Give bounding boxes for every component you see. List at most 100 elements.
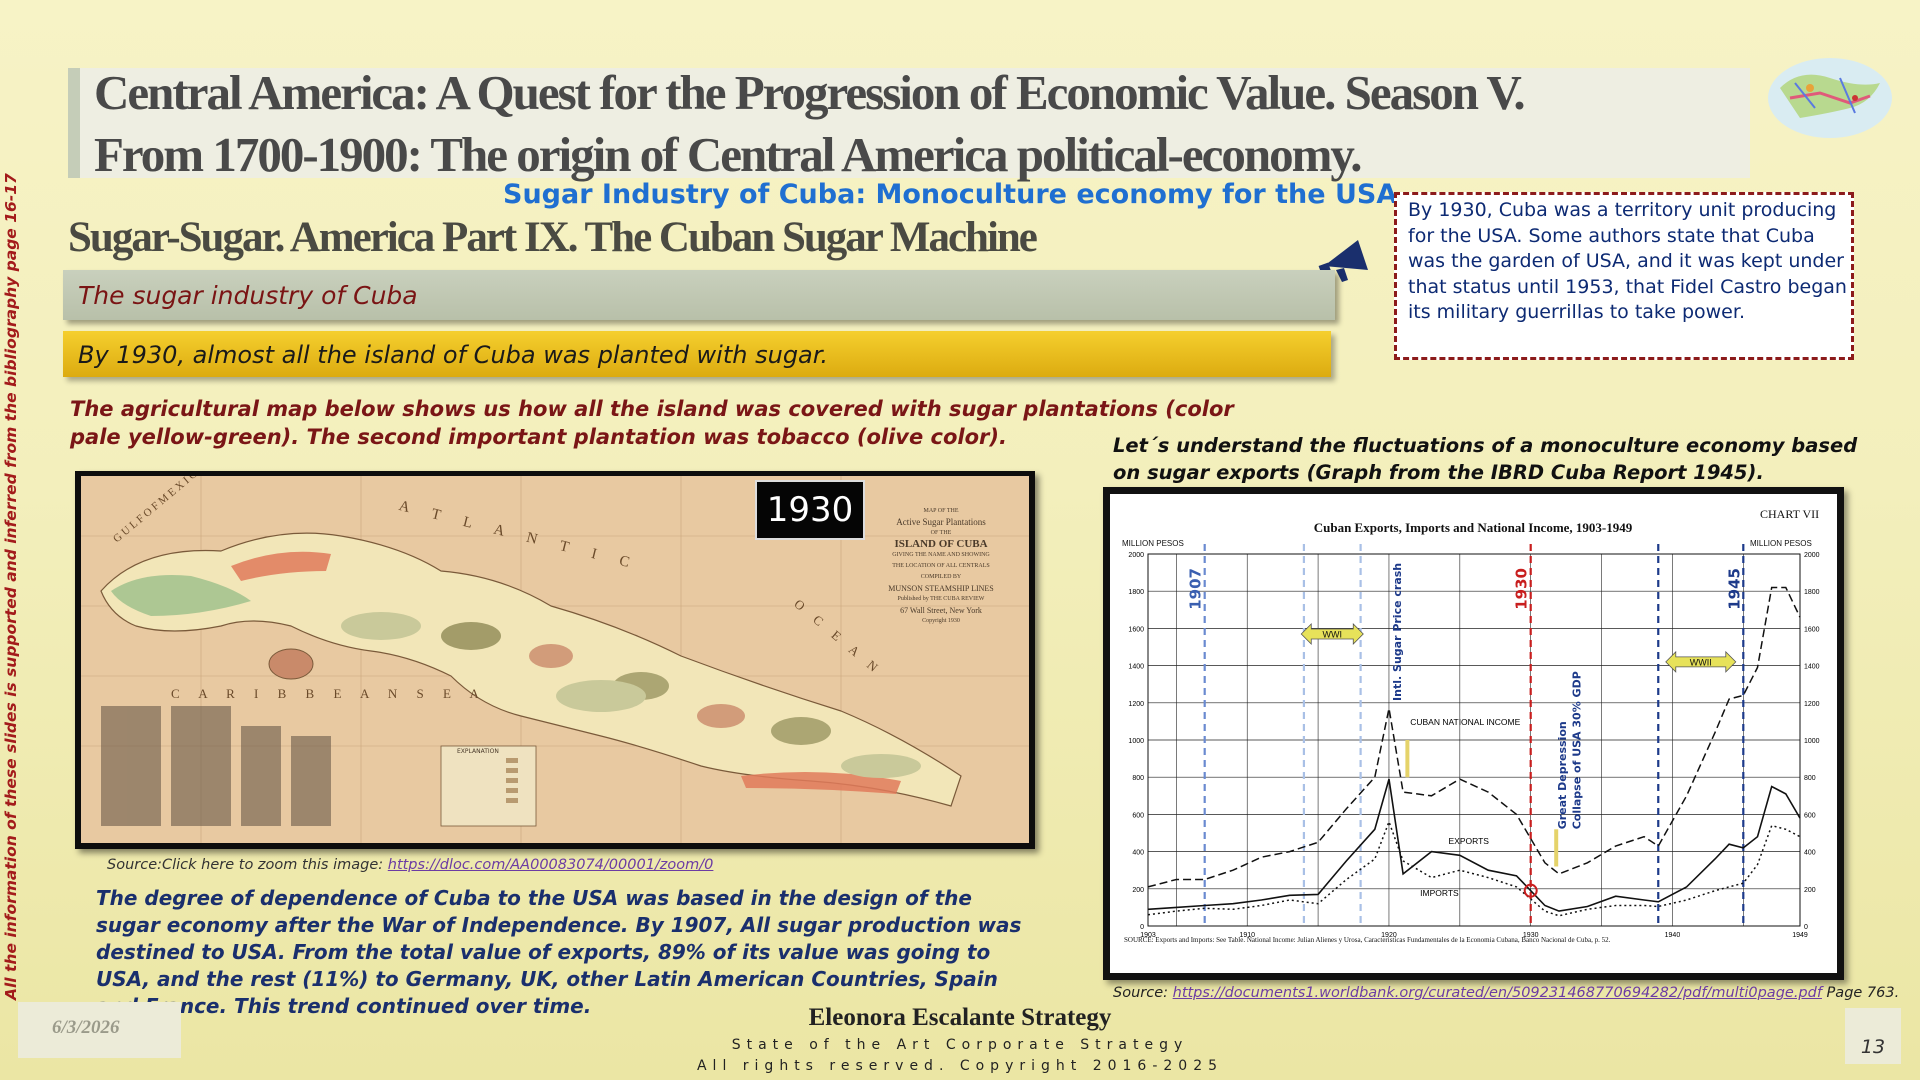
crash-marker <box>1523 883 1538 898</box>
footer-tagline-block: State of the Art Corporate Strategy All … <box>620 1035 1300 1077</box>
footer-tagline: State of the Art Corporate Strategy <box>731 1037 1189 1053</box>
series-label: CUBAN NATIONAL INCOME <box>1410 717 1520 727</box>
yellow-pointer <box>1405 740 1410 778</box>
page-title: Central America: A Quest for the Progres… <box>94 62 1734 186</box>
chart-annotation: 1930 <box>1513 568 1531 610</box>
chart-label: CHART VII <box>1760 507 1819 521</box>
x-tick-label: 1903 <box>1140 932 1156 939</box>
map-title-line: THE LOCATION OF ALL CENTRALS <box>892 563 990 569</box>
y-tick-label-right: 1200 <box>1804 701 1820 708</box>
y-tick-label-right: 600 <box>1804 812 1816 819</box>
chart-annotation: 1945 <box>1725 568 1743 610</box>
chart-annotation: Intl. Sugar Price crash <box>1391 563 1404 701</box>
y-tick-label: 1600 <box>1128 626 1144 633</box>
section-bar <box>63 270 1335 320</box>
y-tick-label: 0 <box>1140 924 1144 931</box>
map-year-badge: 1930 <box>755 480 865 540</box>
map-title-line: Active Sugar Plantations <box>896 517 986 527</box>
map-legend-title: EXPLANATION <box>457 748 499 755</box>
chart-title: Cuban Exports, Imports and National Inco… <box>1314 520 1633 535</box>
map-title-line: OF THE <box>930 530 952 536</box>
chart-annotation: 1907 <box>1187 568 1205 610</box>
y-tick-label-right: 400 <box>1804 850 1816 857</box>
y-tick-label-right: 1400 <box>1804 664 1820 671</box>
highlight-bar <box>63 331 1331 377</box>
chart-source: Source: https://documents1.worldbank.org… <box>1113 985 1899 1001</box>
title-band <box>68 68 1750 178</box>
title-line-2: From 1700-1900: The origin of Central Am… <box>94 127 1362 182</box>
map-source-link[interactable]: https://dloc.com/AA00083074/00001/zoom/0 <box>387 857 714 873</box>
y-tick-label: 2000 <box>1128 552 1144 559</box>
x-tick-label: 1930 <box>1523 932 1539 939</box>
map-description: The agricultural map below shows us how … <box>70 397 1234 449</box>
part-heading: Sugar-Sugar. America Part IX. The Cuban … <box>68 214 1038 261</box>
map-title-line: Published by THE CUBA REVIEW <box>897 596 985 602</box>
series-line <box>1147 586 1801 888</box>
series-label: IMPORTS <box>1420 888 1459 898</box>
x-tick-label: 1940 <box>1665 932 1681 939</box>
y-tick-label-right: 200 <box>1804 887 1816 894</box>
map-title-line: COMPILED BY <box>920 574 962 580</box>
page-number-box <box>1845 1008 1901 1064</box>
chart-annotation: Collapse of USA 30% GDP <box>1570 671 1583 829</box>
page-number: 13 <box>1860 1036 1886 1058</box>
y-tick-label: 800 <box>1132 775 1144 782</box>
y-tick-label: 600 <box>1132 812 1144 819</box>
war-label: WWI <box>1323 629 1343 639</box>
map-source: Source:Click here to zoom this image: ht… <box>107 857 713 873</box>
map-title-line: 67 Wall Street, New York <box>900 606 982 615</box>
map-title-line: MAP OF THE <box>923 508 959 514</box>
x-tick-label: 1949 <box>1792 932 1808 939</box>
footer-brand: Eleonora Escalante Strategy <box>808 1004 1112 1031</box>
y-tick-label-right: 1800 <box>1804 589 1820 596</box>
y-tick-label: 1400 <box>1128 664 1144 671</box>
date-box <box>18 1002 181 1058</box>
y-tick-label-right: 1000 <box>1804 738 1820 745</box>
dependence-text: The degree of dependence of Cuba to the … <box>96 886 1022 1018</box>
y-tick-label-right: 1600 <box>1804 626 1820 633</box>
footer-date: 6/3/2026 <box>52 1017 120 1038</box>
vertical-note: All the information of these slides is s… <box>2 173 20 1000</box>
y-tick-label: 1200 <box>1128 701 1144 708</box>
chart-source-note: SOURCE: Exports and Imports: See Table. … <box>1124 936 1611 944</box>
footer-rights: All rights reserved. Copyright 2016-2025 <box>696 1058 1224 1074</box>
graph-intro: Let´s understand the fluctuations of a m… <box>1113 434 1858 484</box>
title-line-1: Central America: A Quest for the Progres… <box>94 65 1526 120</box>
war-arrow <box>1300 623 1364 645</box>
y-tick-label: 1800 <box>1128 589 1144 596</box>
x-tick-label: 1910 <box>1239 932 1255 939</box>
x-tick-label: 1920 <box>1381 932 1397 939</box>
war-arrow <box>1665 650 1737 673</box>
chart-ylabel-right: MILLION PESOS <box>1750 539 1812 548</box>
map-source-prefix: Source:Click here to zoom this image: <box>107 857 388 873</box>
subtitle: Sugar Industry of Cuba: Monoculture econ… <box>503 179 1398 210</box>
series-label: EXPORTS <box>1448 836 1489 846</box>
map-title-line: Copyright 1930 <box>922 618 960 624</box>
war-label: WWII <box>1690 657 1712 667</box>
map-image <box>81 476 1029 843</box>
y-tick-label-right: 2000 <box>1804 552 1820 559</box>
chart-source-note-text: SOURCE: Exports and Imports: See Table. … <box>1124 936 1611 944</box>
chart-source-suffix: Page 763. <box>1821 985 1900 1001</box>
chart-annotation: Great Depression <box>1556 721 1569 829</box>
map-title-line: GIVING THE NAME AND SHOWING <box>892 552 990 558</box>
cuba-sugar-map[interactable]: G U L F O F M E X I C O A T L A N T I C … <box>81 476 1029 843</box>
highlight-bar-label: By 1930, almost all the island of Cuba w… <box>78 341 829 369</box>
callout-text: By 1930, Cuba was a territory unit produ… <box>1408 199 1847 323</box>
logo-map-icon <box>1768 58 1892 138</box>
y-tick-label: 1000 <box>1128 738 1144 745</box>
chart-svg: CHART VII Cuban Exports, Imports and Nat… <box>1122 507 1820 944</box>
chart-ylabel-left: MILLION PESOS <box>1122 539 1184 548</box>
y-tick-label: 400 <box>1132 850 1144 857</box>
y-tick-label-right: 800 <box>1804 775 1816 782</box>
chart-source-prefix: Source: <box>1113 985 1173 1001</box>
chart-source-link[interactable]: https://documents1.worldbank.org/curated… <box>1172 985 1822 1001</box>
map-title-line: ISLAND OF CUBA <box>894 538 988 550</box>
y-tick-label: 200 <box>1132 887 1144 894</box>
yellow-pointer <box>1554 829 1559 867</box>
callout-box <box>1394 192 1854 360</box>
series-line <box>1147 819 1801 917</box>
map-title-block: MAP OF THE Active Sugar Plantations OF T… <box>871 506 1011 627</box>
plot-border <box>1147 553 1801 927</box>
y-tick-label-right: 0 <box>1804 924 1808 931</box>
